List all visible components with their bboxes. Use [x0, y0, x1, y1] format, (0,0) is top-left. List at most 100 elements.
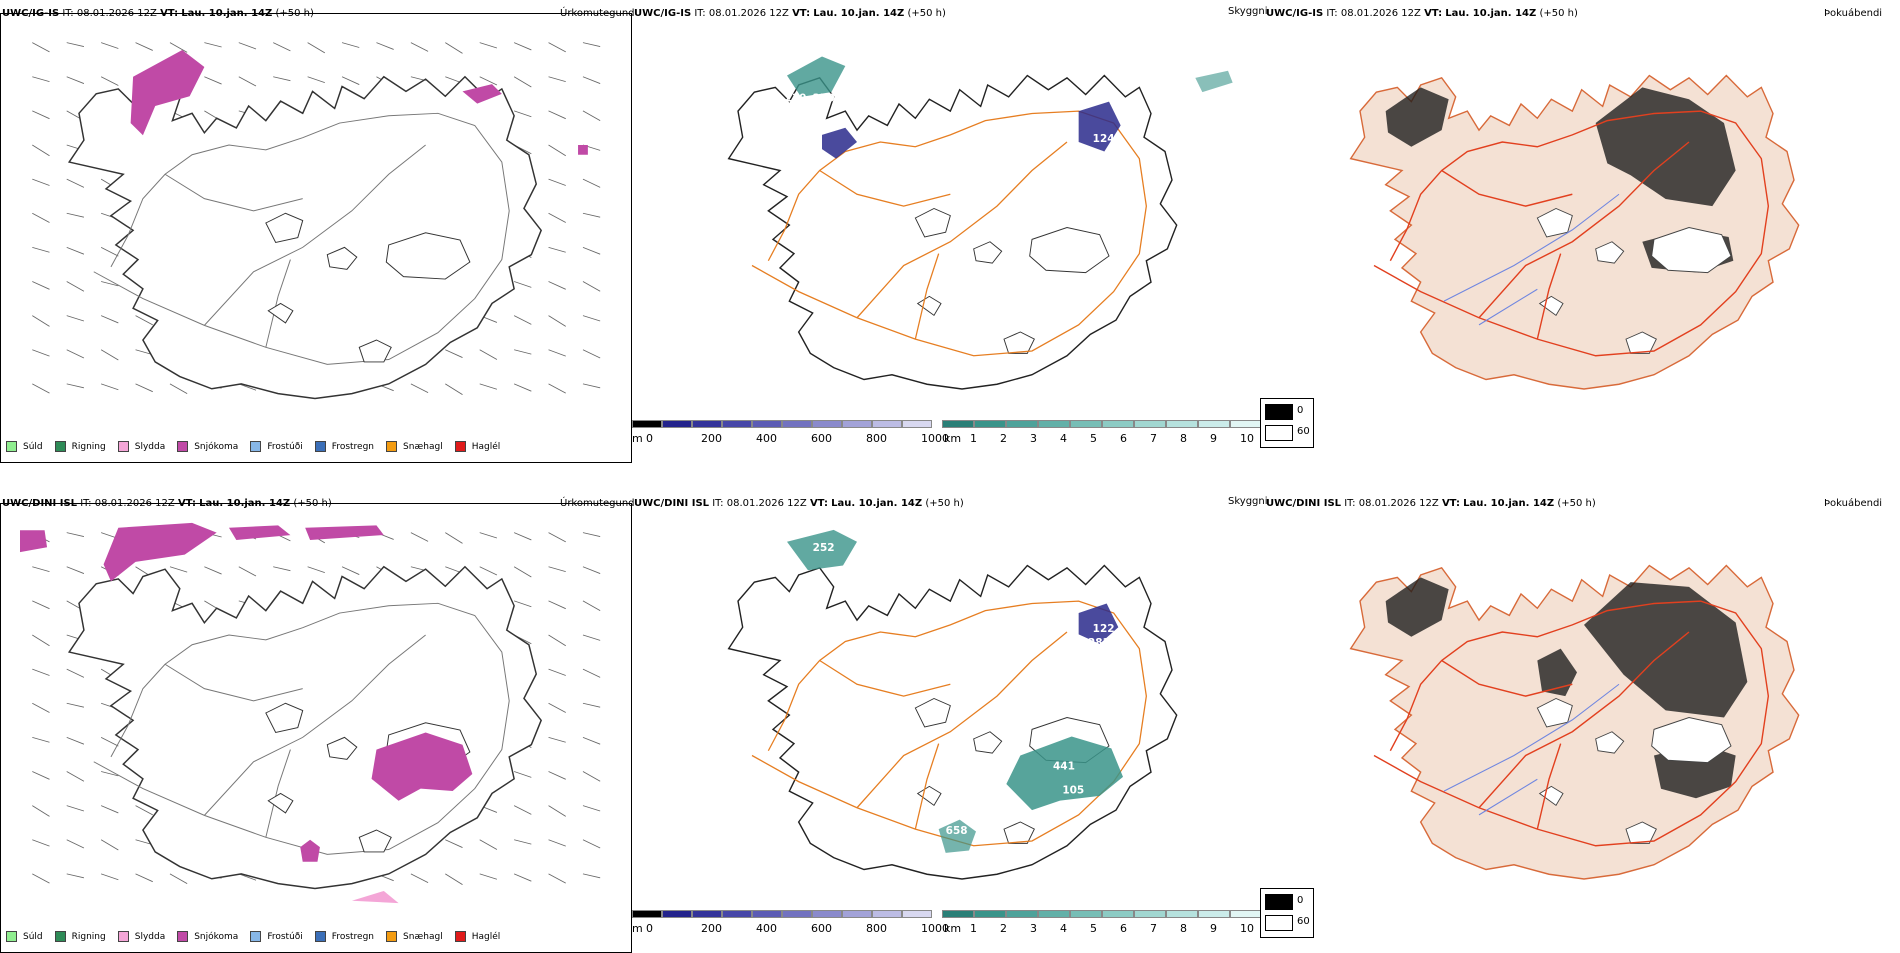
- legend-label: Frostregn: [331, 931, 375, 942]
- legend-swatch: [386, 931, 398, 942]
- glacier-outline: [973, 241, 1003, 264]
- legend-label: Snæhagl: [403, 931, 443, 942]
- colorbar-km-tick: 7: [1150, 922, 1157, 935]
- wind-barb: [341, 76, 360, 85]
- colorbar-km-swatch: [1198, 910, 1230, 918]
- wind-barb: [548, 383, 566, 394]
- glacier-outline: [385, 232, 471, 280]
- fog-legend-dark-swatch: [1265, 404, 1293, 420]
- legend-item-snaehagl: Snæhagl: [386, 441, 443, 452]
- colorbar-km-tick: 4: [1060, 922, 1067, 935]
- wind-barb: [548, 873, 566, 884]
- colorbar-m-swatch: [812, 420, 842, 428]
- wind-barb: [32, 42, 50, 53]
- lead-time: (+50 h): [275, 8, 314, 19]
- wind-barb: [479, 873, 498, 880]
- colorbar-m-tick: 400: [756, 922, 777, 935]
- fog-index-high-area: [1537, 648, 1577, 697]
- valid-time-label: VT:: [809, 498, 828, 509]
- wind-barb: [100, 246, 119, 257]
- glacier-outline: [1625, 821, 1657, 844]
- wind-barb: [548, 702, 566, 713]
- model-name: UWC/IG-IS: [2, 8, 60, 19]
- wind-barb: [100, 349, 119, 361]
- wind-barb: [582, 42, 601, 47]
- wind-barb: [582, 873, 601, 879]
- fog-legend-low: 60: [1297, 426, 1310, 437]
- wind-barb: [66, 532, 85, 537]
- glacier-outline: [1029, 227, 1110, 274]
- init-time: IT: 08.01.2026 12Z: [694, 8, 789, 19]
- wind-barb: [32, 839, 50, 847]
- visibility-title: Skyggni: [1228, 6, 1268, 17]
- wind-barb: [410, 42, 429, 52]
- glacier-outline: [267, 302, 294, 324]
- legend-label: Slydda: [134, 441, 166, 452]
- wind-barb: [32, 212, 50, 223]
- wind-barb: [135, 873, 153, 883]
- wind-barb: [479, 349, 498, 360]
- colorbar-m-swatch: [662, 910, 692, 918]
- snow-area: [371, 732, 473, 801]
- wind-barb: [307, 566, 325, 574]
- legend-item-rigning: Rigning: [54, 441, 106, 452]
- road-network: [93, 602, 510, 855]
- wind-barb: [548, 566, 566, 573]
- visibility-colorbar: m 0 200 400 600 800 1000 km 1 2 3 4 5 6 7 8 9 10: [632, 420, 1262, 460]
- visibility-map: 239 250 124 142 18 83: [727, 56, 1233, 390]
- wind-barb: [445, 839, 463, 848]
- colorbar-km-tick: 7: [1150, 432, 1157, 445]
- wind-barb: [582, 566, 601, 574]
- wind-barb: [445, 383, 463, 395]
- wind-barb: [548, 42, 566, 53]
- wind-barb: [479, 76, 498, 86]
- snow-area: [578, 145, 588, 155]
- colorbar-km-tick: 10: [1240, 922, 1254, 935]
- wind-barb: [135, 383, 153, 393]
- colorbar-m-swatch: [782, 910, 812, 918]
- panel-header: UWC/IG-IS IT: 08.01.2026 12Z VT: Lau. 10…: [1266, 8, 1578, 19]
- lead-time: (+50 h): [293, 498, 332, 509]
- visibility-value-label: 124: [1093, 133, 1115, 145]
- wind-barb: [100, 42, 119, 49]
- wind-barb: [582, 736, 601, 745]
- colorbar-m-swatch: [752, 910, 782, 918]
- fog-legend-light-swatch: [1265, 915, 1293, 931]
- init-time: IT: 08.01.2026 12Z: [80, 498, 175, 509]
- wind-barb: [32, 566, 50, 573]
- valid-time: Lau. 10.jan. 14Z: [831, 498, 923, 509]
- colorbar-m-swatch: [692, 420, 722, 428]
- colorbar-m-tick: 0: [646, 432, 653, 445]
- valid-time-label: VT:: [1424, 8, 1443, 19]
- wind-barb: [445, 873, 463, 885]
- panel-header: UWC/DINI ISL IT: 08.01.2026 12Z VT: Lau.…: [1266, 498, 1596, 509]
- colorbar-km-swatch: [974, 420, 1006, 428]
- colorbar-m-swatch: [662, 420, 692, 428]
- fog-index-high-area: [1584, 582, 1748, 718]
- fog-index-high-area: [1385, 577, 1449, 637]
- colorbar-km-swatch: [974, 910, 1006, 918]
- init-time: IT: 08.01.2026 12Z: [1344, 498, 1439, 509]
- model-name: UWC/DINI ISL: [634, 498, 710, 509]
- colorbar-m-swatch: [782, 420, 812, 428]
- legend-swatch: [250, 931, 262, 942]
- wind-barb: [479, 532, 498, 539]
- colorbar-m-unit: m: [632, 432, 643, 445]
- wind-barb: [548, 771, 566, 780]
- glacier-outline: [358, 339, 392, 363]
- wind-barb: [582, 702, 601, 708]
- valid-time-label: VT:: [160, 8, 179, 19]
- precip-type-panel: UWC/IG-IS IT: 08.01.2026 12Z VT: Lau. 10…: [0, 0, 635, 463]
- wind-barb: [66, 281, 85, 292]
- precip-type-title: Úrkomutegund: [560, 8, 635, 19]
- colorbar-km-tick: 8: [1180, 922, 1187, 935]
- sleet-area: [351, 890, 399, 904]
- glacier-outline: [358, 829, 392, 853]
- fog-index-legend: 0 60: [1260, 398, 1314, 448]
- wind-barb: [32, 634, 50, 647]
- legend-label: Rigning: [71, 931, 106, 942]
- colorbar-m-swatch: [812, 910, 842, 918]
- wind-barb: [32, 702, 50, 713]
- legend-item-rigning: Rigning: [54, 931, 106, 942]
- wind-barb: [32, 736, 50, 743]
